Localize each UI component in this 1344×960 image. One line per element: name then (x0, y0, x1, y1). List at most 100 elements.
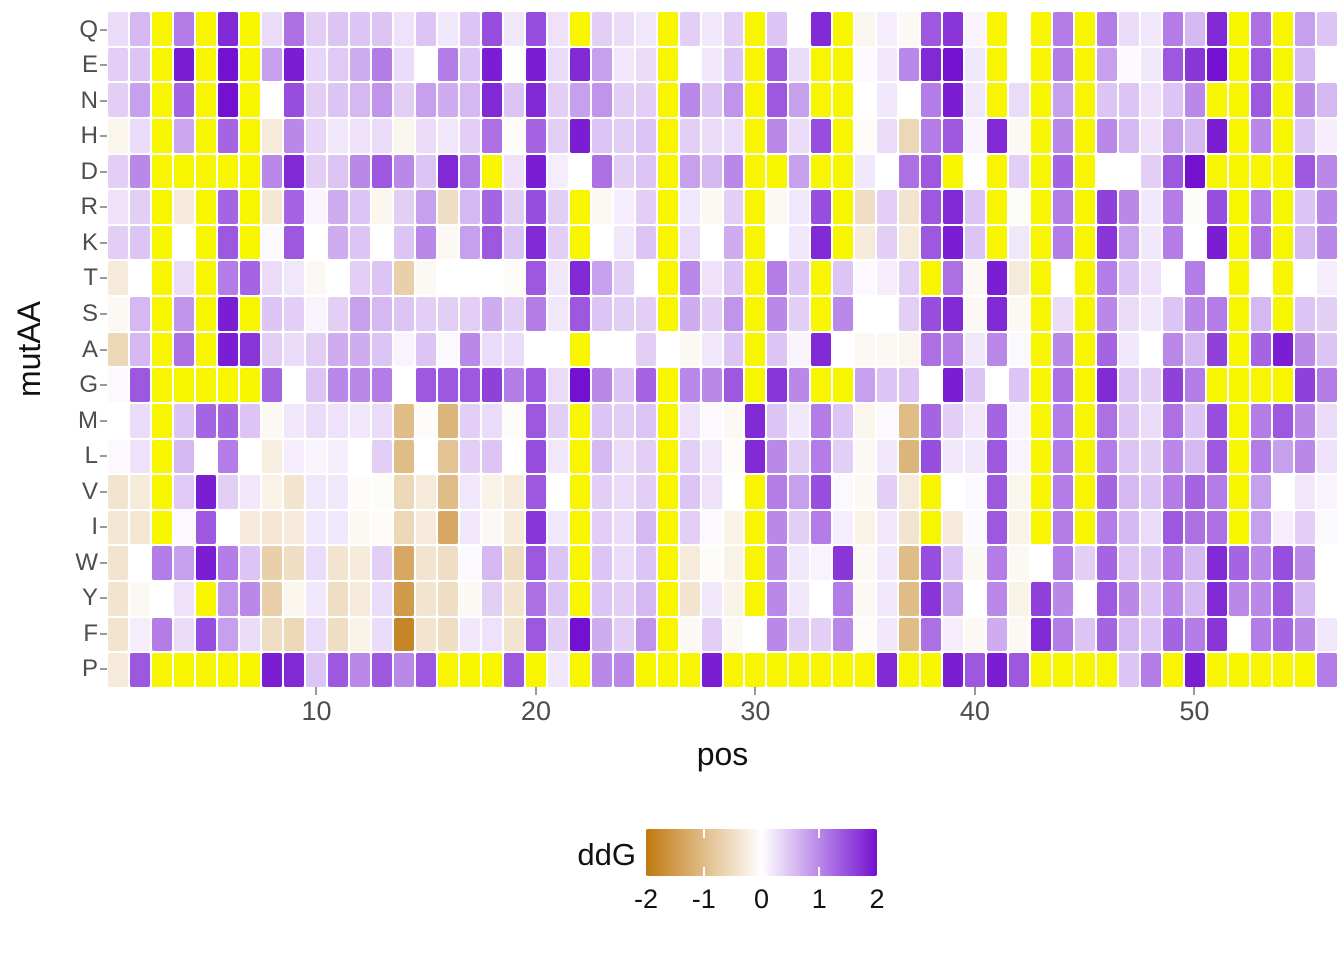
heatmap-cell (1273, 47, 1294, 82)
heatmap-cell (723, 475, 744, 509)
heatmap-cell (1009, 439, 1030, 474)
heatmap-cell (1185, 582, 1206, 616)
heatmap-cell (679, 403, 700, 438)
heatmap-cell (437, 297, 458, 331)
heatmap-cell (613, 261, 634, 296)
heatmap-cell (1273, 225, 1294, 260)
heatmap-cell (987, 118, 1008, 153)
heatmap-cell (1053, 83, 1074, 117)
heatmap-cell (1031, 83, 1052, 117)
heatmap-cell (1163, 403, 1184, 438)
heatmap-cell (877, 154, 898, 189)
heatmap-cell (767, 12, 788, 46)
heatmap-cell (327, 154, 348, 189)
heatmap-cell (1075, 617, 1096, 652)
heatmap-cell (437, 403, 458, 438)
heatmap-cell (283, 297, 304, 331)
heatmap-cell (635, 83, 656, 117)
heatmap-cell (459, 582, 480, 616)
heatmap-cell (195, 510, 216, 545)
heatmap-cell (657, 439, 678, 474)
heatmap-cell (657, 47, 678, 82)
heatmap-cell (569, 582, 590, 616)
heatmap-cell (965, 403, 986, 438)
heatmap-cell (195, 403, 216, 438)
heatmap-cell (415, 617, 436, 652)
heatmap-cell (855, 190, 876, 224)
heatmap-cell (481, 403, 502, 438)
heatmap-cell (591, 475, 612, 509)
heatmap-cell (1317, 154, 1337, 189)
heatmap-cell (195, 225, 216, 260)
heatmap-cell (877, 297, 898, 331)
heatmap-cell (657, 12, 678, 46)
heatmap-cell (108, 653, 128, 687)
heatmap-cell (1097, 403, 1118, 438)
heatmap-cell (745, 403, 766, 438)
heatmap-cell (899, 582, 920, 616)
x-axis-tick-mark (1193, 687, 1196, 695)
heatmap-cell (195, 261, 216, 296)
heatmap-cell (855, 617, 876, 652)
x-axis-label: 10 (301, 696, 332, 726)
heatmap-cell (657, 617, 678, 652)
heatmap-cell (371, 403, 392, 438)
heatmap-cell (723, 546, 744, 581)
heatmap-cell (701, 617, 722, 652)
heatmap-cell (1119, 261, 1140, 296)
heatmap-cell (1163, 546, 1184, 581)
heatmap-cell (1075, 154, 1096, 189)
heatmap-cell (591, 403, 612, 438)
heatmap-cell (679, 475, 700, 509)
heatmap-cell (1251, 154, 1272, 189)
heatmap-cell (877, 190, 898, 224)
heatmap-cell (965, 261, 986, 296)
heatmap-cell (1295, 83, 1316, 117)
heatmap-cell (1075, 475, 1096, 509)
heatmap-cell (1009, 332, 1030, 367)
heatmap-cell (371, 83, 392, 117)
heatmap-cell (525, 154, 546, 189)
heatmap-cell (239, 582, 260, 616)
heatmap-cell (173, 368, 194, 402)
heatmap-cell (239, 261, 260, 296)
legend-tick-label: 2 (869, 884, 885, 914)
heatmap-cell (371, 368, 392, 402)
heatmap-cell (591, 261, 612, 296)
x-axis-label: 30 (740, 696, 771, 726)
legend-tick-label: -2 (633, 884, 659, 914)
heatmap-cell (635, 368, 656, 402)
heatmap-cell (261, 297, 282, 331)
heatmap-cell (239, 439, 260, 474)
heatmap-cell (855, 332, 876, 367)
heatmap-cell (459, 47, 480, 82)
heatmap-cell (261, 83, 282, 117)
heatmap-cell (305, 653, 326, 687)
legend-tick-notch (760, 867, 763, 876)
heatmap-cell (987, 582, 1008, 616)
heatmap-cell (613, 83, 634, 117)
heatmap-cell (459, 190, 480, 224)
heatmap-cell (371, 225, 392, 260)
heatmap-cell (1317, 118, 1337, 153)
heatmap-cell (591, 546, 612, 581)
heatmap-cell (811, 12, 832, 46)
heatmap-cell (305, 439, 326, 474)
heatmap-cell (767, 510, 788, 545)
heatmap-cell (921, 653, 942, 687)
heatmap-cell (679, 261, 700, 296)
heatmap-cell (393, 83, 414, 117)
heatmap-cell (371, 546, 392, 581)
heatmap-cell (239, 403, 260, 438)
heatmap-cell (547, 83, 568, 117)
heatmap-cell (745, 261, 766, 296)
heatmap-cell (613, 154, 634, 189)
heatmap-cell (701, 118, 722, 153)
heatmap-cell (1185, 190, 1206, 224)
heatmap-cell (503, 439, 524, 474)
heatmap-cell (811, 118, 832, 153)
heatmap-cell (965, 154, 986, 189)
heatmap-cell (723, 225, 744, 260)
heatmap-cell (217, 190, 238, 224)
heatmap-cell (833, 617, 854, 652)
